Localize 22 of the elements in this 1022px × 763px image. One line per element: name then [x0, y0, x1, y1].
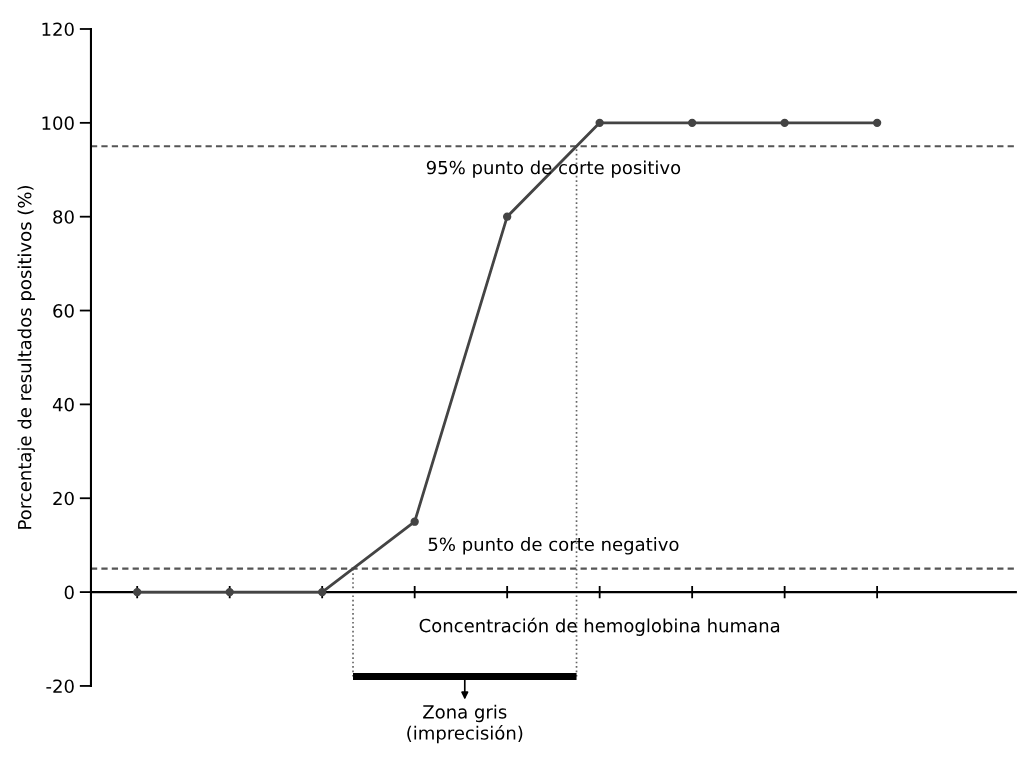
point	[872, 118, 882, 128]
y-tick-label: 20	[53, 491, 74, 506]
point	[225, 587, 234, 597]
point	[133, 587, 142, 597]
y-tick-label: 60	[53, 304, 74, 318]
point	[410, 517, 419, 526]
point	[780, 118, 789, 128]
x-axis-title: Concentración de hemoglobina humana	[419, 617, 780, 636]
point	[503, 212, 512, 221]
y-tick-label: 100	[42, 116, 74, 130]
y-tick-label: 0	[64, 585, 74, 600]
y-tick-label: -20	[46, 679, 74, 694]
text: Zona gris (imprecisión)	[407, 704, 523, 744]
ref-line-label: 95% punto de corte positivo	[426, 160, 681, 178]
ref-line-label: 5% punto de corte negativo	[428, 537, 679, 555]
point	[687, 118, 697, 128]
point	[318, 587, 327, 597]
point	[595, 118, 604, 128]
y-tick-label: 120	[42, 22, 74, 37]
y-tick-label: 40	[52, 397, 74, 412]
y-axis-title: Porcentaje de resultados positivos (%)	[17, 186, 35, 529]
y-tick-label: 80	[53, 210, 74, 224]
